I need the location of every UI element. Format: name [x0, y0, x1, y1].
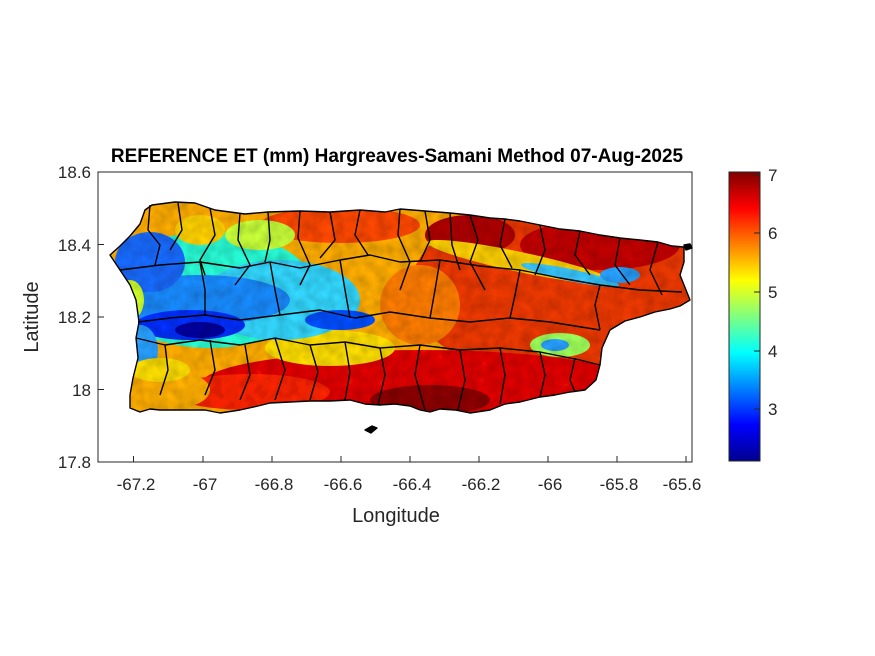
y-axis-label: Latitude: [21, 281, 43, 352]
y-tick-label: 18.6: [58, 163, 91, 182]
colorbar-tick-label: 6: [768, 224, 777, 243]
x-tick-label: -66: [538, 475, 563, 494]
y-tick-label: 18: [72, 381, 91, 400]
x-tick-label: -65.8: [600, 475, 639, 494]
colorbar-gradient: [728, 171, 761, 462]
y-tick-label: 17.8: [58, 453, 91, 472]
x-tick-label: -66.4: [393, 475, 432, 494]
municipality-boundaries: [109, 201, 693, 434]
x-tick-label: -66.6: [324, 475, 363, 494]
colorbar-tick-label: 7: [768, 166, 777, 185]
y-axis: 17.8 18 18.2 18.4 18.6 Latitude: [21, 163, 104, 472]
x-tick-label: -66.2: [462, 475, 501, 494]
x-axis-label: Longitude: [352, 505, 440, 527]
colorbar-tick-label: 5: [768, 283, 777, 302]
y-tick-label: 18.4: [58, 236, 91, 255]
colorbar: 3 4 5 6 7: [728, 166, 777, 462]
x-tick-label: -65.6: [663, 475, 702, 494]
x-axis: -67.2 -67 -66.8 -66.6 -66.4 -66.2 -66 -6…: [117, 456, 702, 527]
colorbar-tick-label: 3: [768, 400, 777, 419]
et-field: [110, 202, 690, 413]
x-tick-label: -66.8: [255, 475, 294, 494]
y-tick-label: 18.2: [58, 308, 91, 327]
x-tick-label: -67.2: [117, 475, 156, 494]
colorbar-tick-label: 4: [768, 342, 777, 361]
map-title: REFERENCE ET (mm) Hargreaves-Samani Meth…: [111, 146, 684, 167]
x-tick-label: -67: [193, 475, 218, 494]
